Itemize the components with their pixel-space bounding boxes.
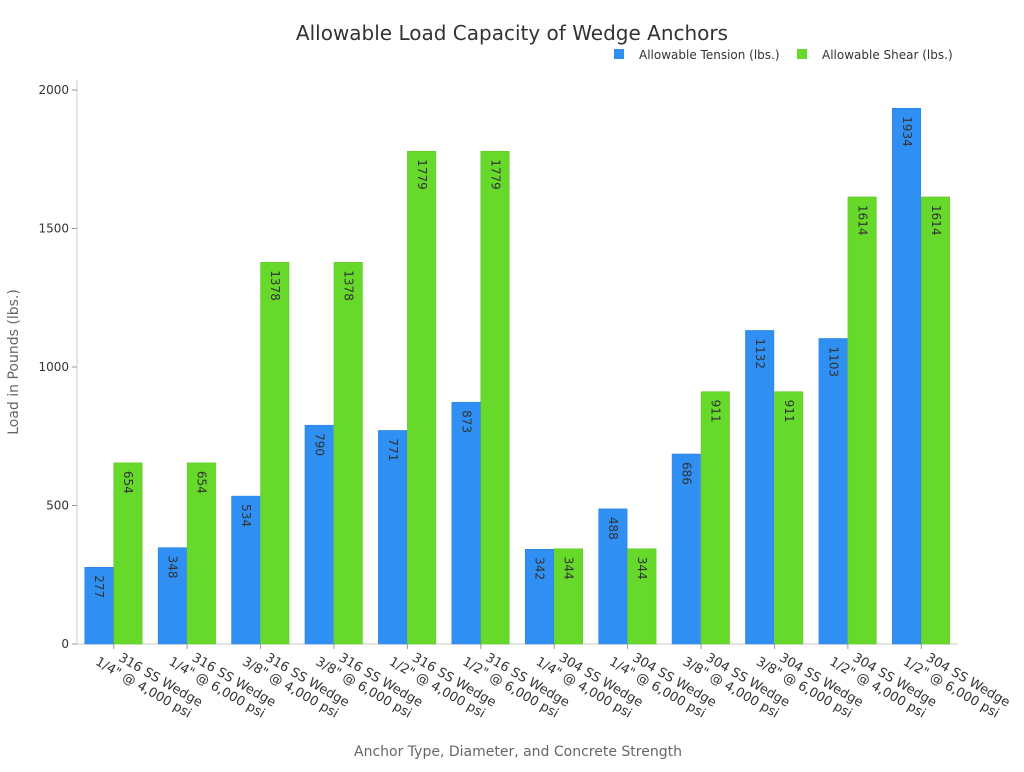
y-axis-label: Load in Pounds (lbs.) bbox=[6, 289, 22, 435]
data-label: 911 bbox=[709, 400, 723, 423]
y-tick-label: 0 bbox=[61, 637, 69, 651]
data-label: 771 bbox=[386, 438, 400, 461]
chart-title: Allowable Load Capacity of Wedge Anchors bbox=[296, 21, 728, 45]
data-label: 873 bbox=[459, 410, 473, 433]
bar-shear bbox=[333, 262, 363, 645]
bar-tension bbox=[378, 430, 408, 645]
bar-shear bbox=[700, 391, 730, 645]
data-label: 686 bbox=[680, 462, 694, 485]
bar-tension bbox=[892, 108, 922, 645]
legend-label: Allowable Tension (lbs.) bbox=[639, 48, 780, 62]
bar-shear bbox=[113, 462, 143, 645]
data-label: 342 bbox=[533, 557, 547, 580]
bar-shear bbox=[480, 150, 510, 645]
legend-swatch bbox=[614, 49, 624, 59]
data-label: 1378 bbox=[341, 270, 355, 301]
bar-tension bbox=[745, 330, 775, 645]
data-label: 1779 bbox=[415, 159, 429, 190]
y-tick-label: 500 bbox=[46, 499, 69, 513]
bar-tension bbox=[598, 508, 628, 645]
data-label: 344 bbox=[635, 557, 649, 580]
bar-tension bbox=[304, 424, 334, 645]
data-label: 277 bbox=[92, 575, 106, 598]
legend: Allowable Tension (lbs.) Allowable Shear … bbox=[614, 48, 953, 62]
data-label: 1378 bbox=[268, 270, 282, 301]
data-label: 1614 bbox=[855, 205, 869, 236]
x-axis-label: Anchor Type, Diameter, and Concrete Stre… bbox=[354, 744, 682, 760]
data-label: 534 bbox=[239, 504, 253, 527]
bar-shear bbox=[627, 548, 657, 645]
data-label: 1934 bbox=[900, 116, 914, 147]
bar-shear bbox=[774, 391, 804, 645]
data-label: 1614 bbox=[929, 205, 943, 236]
bar-tension bbox=[84, 567, 114, 645]
bar-shear bbox=[407, 150, 437, 645]
bar-shear bbox=[921, 196, 951, 645]
y-tick-label: 2000 bbox=[38, 83, 69, 97]
x-tick-label: 316 SS Wedge1/4" @ 4,000 psi bbox=[93, 641, 205, 723]
y-tick-label: 1000 bbox=[38, 360, 69, 374]
bar-tension bbox=[231, 495, 261, 645]
bar-tension bbox=[524, 549, 554, 645]
data-label: 1779 bbox=[488, 159, 502, 190]
bar-tension bbox=[818, 338, 848, 645]
bar-tension bbox=[671, 453, 701, 645]
data-label: 654 bbox=[195, 471, 209, 494]
bar-shear bbox=[847, 196, 877, 645]
data-label: 348 bbox=[166, 556, 180, 579]
bar-shear bbox=[186, 462, 216, 645]
bar-tension bbox=[451, 401, 481, 645]
bars bbox=[84, 108, 951, 645]
data-label: 344 bbox=[562, 557, 576, 580]
bar-tension bbox=[157, 547, 187, 645]
data-label: 790 bbox=[312, 433, 326, 456]
legend-label: Allowable Shear (lbs.) bbox=[822, 48, 953, 62]
data-label: 911 bbox=[782, 400, 796, 423]
data-label: 654 bbox=[121, 471, 135, 494]
y-tick-label: 1500 bbox=[38, 222, 69, 236]
data-labels: 277 654 348 654 534 1378 790 1378 771 1779 873 1779… bbox=[92, 116, 943, 598]
data-label: 488 bbox=[606, 517, 620, 540]
bar-shear bbox=[260, 262, 290, 645]
bar-shear bbox=[553, 548, 583, 645]
legend-swatch bbox=[797, 49, 807, 59]
data-label: 1132 bbox=[753, 338, 767, 369]
data-label: 1103 bbox=[826, 346, 840, 377]
